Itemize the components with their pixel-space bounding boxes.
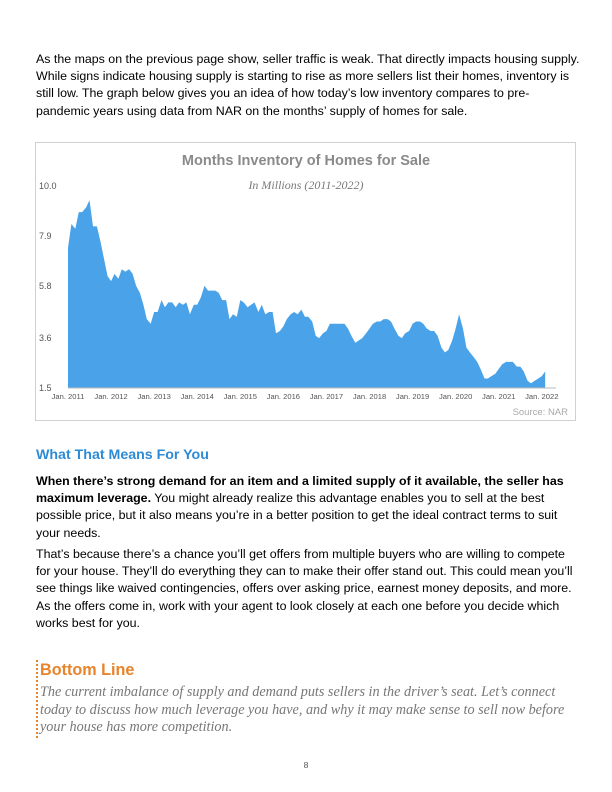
chart-svg: Months Inventory of Homes for Sale In Mil… <box>39 153 569 418</box>
paragraph-offers: That’s because there’s a chance you’ll g… <box>36 547 573 630</box>
x-tick-label: Jan. 2015 <box>224 392 257 401</box>
chart-title: Months Inventory of Homes for Sale <box>182 153 430 169</box>
x-tick-label: Jan. 2017 <box>310 392 343 401</box>
x-tick-label: Jan. 2013 <box>137 392 170 401</box>
paragraph-leverage: When there’s strong demand for an item a… <box>36 473 581 542</box>
chart-area-series <box>68 200 546 388</box>
y-tick-label: 3.6 <box>39 333 52 343</box>
inventory-chart: Months Inventory of Homes for Sale In Mil… <box>35 142 576 421</box>
page-number: 8 <box>303 760 309 770</box>
paragraph-leverage-bold: When there’s strong demand for an item a… <box>36 474 564 506</box>
section-heading: What That Means For You <box>36 447 209 463</box>
x-tick-label: Jan. 2022 <box>525 392 558 401</box>
bottom-line-title: Bottom Line <box>40 661 135 679</box>
y-tick-label: 1.5 <box>39 383 52 393</box>
x-tick-label: Jan. 2012 <box>94 392 127 401</box>
x-tick-label: Jan. 2020 <box>439 392 472 401</box>
x-tick-label: Jan. 2016 <box>267 392 300 401</box>
y-tick-label: 10.0 <box>39 181 57 191</box>
x-tick-label: Jan. 2011 <box>52 392 85 401</box>
y-tick-label: 7.9 <box>39 231 52 241</box>
chart-source: Source: NAR <box>513 407 569 418</box>
x-tick-label: Jan. 2019 <box>396 392 429 401</box>
chart-subtitle: In Millions (2011-2022) <box>247 178 363 192</box>
x-tick-label: Jan. 2014 <box>181 392 214 401</box>
x-tick-label: Jan. 2018 <box>353 392 386 401</box>
intro-paragraph: As the maps on the previous page show, s… <box>36 52 580 118</box>
x-tick-label: Jan. 2021 <box>482 392 515 401</box>
bottom-line-text: The current imbalance of supply and dema… <box>40 684 565 736</box>
paragraph-leverage-rest: You might already realize this advantage… <box>36 491 558 540</box>
y-tick-label: 5.8 <box>39 281 52 291</box>
bottom-line-callout: Bottom Line The current imbalance of sup… <box>36 660 584 738</box>
